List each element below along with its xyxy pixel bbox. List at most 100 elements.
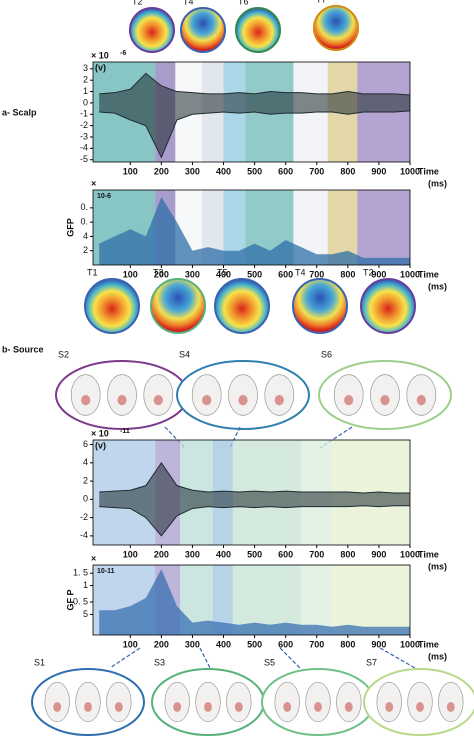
x-tick-label: 100	[123, 166, 138, 176]
plot-frame	[92, 564, 411, 636]
x-tick-label: 200	[154, 269, 169, 279]
x-tick-label: 300	[185, 166, 200, 176]
map-label: T2	[132, 0, 143, 6]
topo-map	[292, 278, 348, 334]
x-tick-label: 700	[309, 639, 324, 649]
connector	[109, 647, 141, 669]
map-label: S1	[34, 657, 45, 667]
brain	[305, 681, 331, 723]
x-tick-label: 700	[309, 549, 324, 559]
plot-frame	[92, 189, 411, 266]
waveform-trace	[99, 110, 411, 159]
brain	[106, 681, 132, 723]
exponent: 10-11	[97, 568, 115, 575]
brain	[228, 374, 258, 416]
y-tick-label: 4	[83, 457, 88, 467]
multiplier: × 10	[91, 428, 109, 438]
y-tick-label: 0.	[80, 202, 88, 212]
activation	[204, 702, 212, 712]
topo-map	[129, 7, 175, 53]
topo-map	[214, 278, 270, 334]
x-tick-label: 400	[216, 166, 231, 176]
brain	[44, 681, 70, 723]
x-tick-label: 800	[340, 639, 355, 649]
y-axis-label: GFP	[65, 218, 75, 237]
period-band	[332, 565, 410, 635]
brain	[333, 374, 364, 416]
topo-map	[150, 278, 206, 334]
x-tick-label: 900	[371, 549, 386, 559]
y-tick-label: 0	[83, 494, 88, 504]
activation	[202, 395, 212, 406]
brain	[406, 374, 437, 416]
y-tick-label: 2	[83, 245, 88, 255]
section-label: a- Scalp	[2, 107, 37, 117]
plot-frame	[92, 439, 411, 546]
exponent: -11	[120, 428, 130, 435]
activation	[416, 702, 424, 712]
plot-frame	[92, 61, 411, 163]
map-label: T2	[363, 267, 374, 277]
x-tick-label: 600	[278, 166, 293, 176]
brain	[191, 374, 222, 416]
y-tick-label: -2	[80, 512, 88, 522]
brain	[195, 681, 221, 723]
section-label: b- Source	[2, 344, 44, 354]
map-label: T4	[295, 267, 306, 277]
x-tick-label: 1000	[400, 269, 420, 279]
y-tick-label: -5	[80, 154, 88, 164]
map-label: T5	[217, 267, 228, 277]
activation	[114, 702, 123, 712]
y-tick-label: 0. 5	[73, 596, 88, 606]
y-tick-label: -4	[80, 143, 88, 153]
x-axis-label: Time	[418, 549, 439, 559]
y-tick-label: -4	[80, 530, 88, 540]
x-tick-label: 100	[123, 549, 138, 559]
y-tick-label: 3	[83, 63, 88, 73]
brain	[164, 681, 190, 723]
connector	[279, 647, 301, 669]
period-band	[301, 565, 333, 635]
y-tick-label: 2	[83, 475, 88, 485]
brain	[75, 681, 101, 723]
waveform-envelope	[99, 462, 410, 536]
activation	[344, 702, 353, 712]
map-label: S7	[366, 657, 377, 667]
x-tick-label: 800	[340, 549, 355, 559]
x-axis-unit: (ms)	[428, 651, 447, 661]
exponent: -6	[120, 50, 126, 57]
brain	[336, 681, 362, 723]
activation	[117, 395, 127, 406]
brain	[226, 681, 252, 723]
x-tick-label: 100	[123, 269, 138, 279]
x-tick-label: 500	[247, 166, 262, 176]
x-tick-label: 700	[309, 269, 324, 279]
y-tick-label: 2	[83, 75, 88, 85]
x-tick-label: 600	[278, 639, 293, 649]
period-band	[223, 190, 246, 265]
brain	[274, 681, 300, 723]
x-tick-label: 400	[216, 639, 231, 649]
activation	[283, 702, 292, 712]
x-tick-label: 400	[216, 269, 231, 279]
activation	[81, 395, 91, 406]
y-tick-label: -3	[80, 131, 88, 141]
waveform-trace	[99, 461, 410, 494]
x-axis-label: Time	[418, 639, 439, 649]
multiplier: × 10	[91, 50, 109, 60]
map-label: T3	[153, 267, 164, 277]
x-axis-label: Time	[418, 166, 439, 176]
topo-map	[180, 7, 226, 53]
exponent: 10-6	[97, 193, 111, 200]
gfp-area	[99, 569, 410, 635]
unit: (v)	[95, 440, 106, 450]
period-band	[212, 565, 233, 635]
x-axis-unit: (ms)	[428, 561, 447, 571]
x-tick-label: 800	[340, 269, 355, 279]
y-tick-label: 1	[83, 86, 88, 96]
activation	[380, 395, 390, 406]
activation	[344, 395, 354, 406]
brain	[438, 681, 464, 723]
y-tick-label: 1. 5	[73, 568, 88, 578]
x-tick-label: 900	[371, 166, 386, 176]
